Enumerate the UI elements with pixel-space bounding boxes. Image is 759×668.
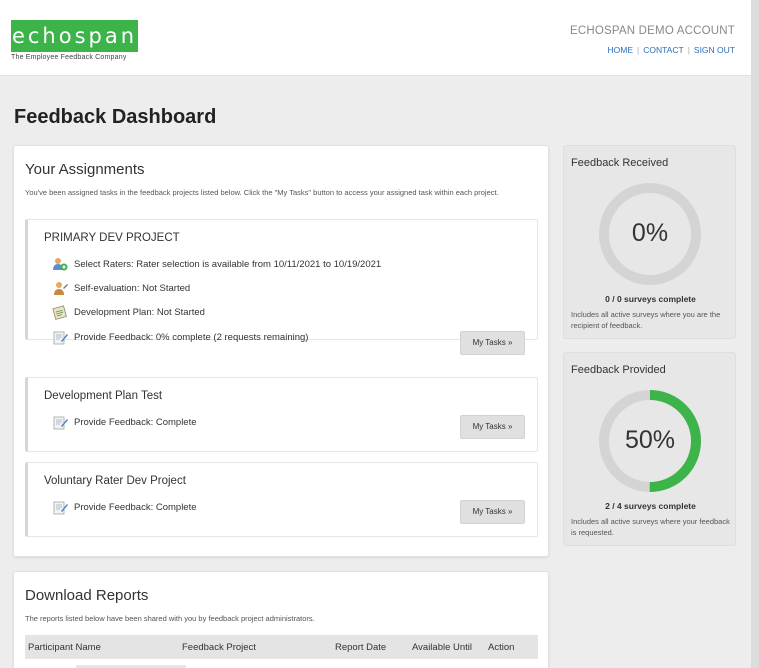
feedback-received-count: 0 / 0 surveys complete <box>605 294 696 304</box>
task-text: Provide Feedback: Complete <box>74 501 197 513</box>
nav-sign-out-link[interactable]: SIGN OUT <box>693 45 735 55</box>
feedback-provided-ring <box>599 390 701 492</box>
table-row <box>76 665 186 668</box>
logo-tagline: The Employee Feedback Company <box>11 54 127 61</box>
reports-title: Download Reports <box>25 587 149 604</box>
project-title: PRIMARY DEV PROJECT <box>44 232 180 244</box>
project-card-primary-dev: PRIMARY DEV PROJECT Select Raters: Rater… <box>25 219 538 355</box>
feedback-received-percent: 0% <box>631 219 669 247</box>
task-select-raters: Select Raters: Rater selection is availa… <box>52 256 381 272</box>
top-header: echospan The Employee Feedback Company E… <box>0 0 751 76</box>
task-text: Provide Feedback: Complete <box>74 416 197 428</box>
my-tasks-button[interactable]: My Tasks » <box>460 415 525 439</box>
feedback-provided-percent: 50% <box>624 426 676 454</box>
task-provide-feedback: Provide Feedback: Complete <box>52 414 197 430</box>
column-report-date[interactable]: Report Date <box>335 642 387 653</box>
feedback-provided-title: Feedback Provided <box>571 364 666 376</box>
echospan-logo[interactable]: echospan <box>11 20 138 52</box>
assignments-card: Your Assignments You've been assigned ta… <box>13 145 549 557</box>
self-evaluation-icon <box>52 280 68 296</box>
select-raters-icon <box>52 256 68 272</box>
task-self-evaluation: Self-evaluation: Not Started <box>52 280 190 296</box>
download-reports-card: Download Reports The reports listed belo… <box>13 571 549 668</box>
feedback-received-card: Feedback Received 0% 0 / 0 surveys compl… <box>563 145 736 339</box>
column-feedback-project[interactable]: Feedback Project <box>182 642 256 653</box>
provide-feedback-icon <box>52 499 68 515</box>
feedback-provided-count: 2 / 4 surveys complete <box>605 501 696 511</box>
feedback-provided-card: Feedback Provided 50% 2 / 4 surveys comp… <box>563 352 736 546</box>
project-title: Voluntary Rater Dev Project <box>44 475 186 487</box>
nav-separator: | <box>687 45 690 55</box>
assignments-intro: You've been assigned tasks in the feedba… <box>25 188 499 197</box>
column-action: Action <box>488 642 515 653</box>
task-text: Development Plan: Not Started <box>74 306 205 318</box>
reports-table-header: Participant Name Feedback Project Report… <box>25 635 538 659</box>
feedback-provided-note: Includes all active surveys where your f… <box>571 517 730 537</box>
column-participant-name[interactable]: Participant Name <box>28 642 101 653</box>
project-card-voluntary-rater: Voluntary Rater Dev Project Provide Feed… <box>25 462 538 537</box>
task-provide-feedback: Provide Feedback: 0% complete (2 request… <box>52 329 308 345</box>
task-provide-feedback: Provide Feedback: Complete <box>52 499 197 515</box>
project-card-development-plan-test: Development Plan Test Provide Feedback: … <box>25 377 538 452</box>
reports-intro: The reports listed below have been share… <box>25 614 315 623</box>
project-title: Development Plan Test <box>44 390 163 402</box>
nav-contact-link[interactable]: CONTACT <box>643 45 684 55</box>
page-scrollbar[interactable] <box>751 0 759 668</box>
provide-feedback-icon <box>52 414 68 430</box>
nav-home-link[interactable]: HOME <box>607 45 634 55</box>
nav-separator: | <box>637 45 640 55</box>
my-tasks-button[interactable]: My Tasks » <box>460 500 525 524</box>
assignments-title: Your Assignments <box>25 161 145 178</box>
feedback-received-ring <box>599 183 701 285</box>
account-name: ECHOSPAN DEMO ACCOUNT <box>569 25 735 37</box>
top-nav: HOME | CONTACT | SIGN OUT <box>608 45 735 55</box>
task-development-plan: Development Plan: Not Started <box>52 304 205 320</box>
task-text: Provide Feedback: 0% complete (2 request… <box>74 331 309 343</box>
task-text: Self-evaluation: Not Started <box>74 282 191 294</box>
development-plan-icon <box>52 304 68 320</box>
column-available-until[interactable]: Available Until <box>412 642 473 653</box>
page-title: Feedback Dashboard <box>14 106 217 128</box>
feedback-received-note: Includes all active surveys where you ar… <box>571 310 721 330</box>
provide-feedback-icon <box>52 329 68 345</box>
feedback-received-title: Feedback Received <box>571 157 669 169</box>
task-text: Select Raters: Rater selection is availa… <box>74 258 382 270</box>
my-tasks-button[interactable]: My Tasks » <box>460 331 525 355</box>
